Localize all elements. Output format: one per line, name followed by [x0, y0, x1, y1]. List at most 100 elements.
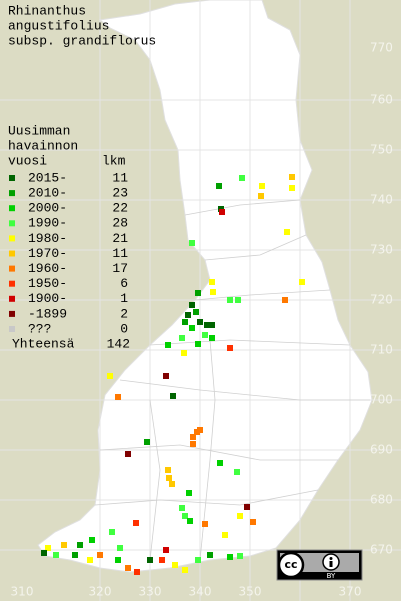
grid-label: 320	[89, 585, 112, 599]
legend-label: 1960-	[28, 261, 67, 276]
legend-label: ???	[28, 321, 51, 336]
observation	[61, 542, 67, 548]
grid-label: 340	[189, 585, 212, 599]
observation	[187, 518, 193, 524]
observation	[299, 279, 305, 285]
legend-label: 2015-	[28, 170, 67, 185]
legend-swatch	[9, 265, 15, 272]
observation	[289, 174, 295, 180]
title: Rhinanthus angustifolius subsp. grandifl…	[8, 3, 156, 48]
by-text: BY	[327, 572, 336, 580]
observation	[125, 565, 131, 571]
observation	[53, 552, 59, 558]
legend-header: vuosi	[8, 153, 47, 168]
legend-swatch	[9, 280, 15, 287]
observation	[190, 434, 196, 440]
observation	[117, 545, 123, 551]
grid-label: 370	[339, 585, 362, 599]
legend-swatch	[9, 326, 15, 332]
total-label: Yhteensä	[12, 337, 75, 352]
region-borders	[94, 199, 370, 561]
grid-label: 680	[370, 493, 393, 507]
observation	[189, 302, 195, 308]
observation	[217, 460, 223, 466]
observation	[169, 481, 175, 487]
legend-count: 2	[120, 306, 128, 321]
observation	[244, 504, 250, 510]
observation	[193, 309, 199, 315]
legend-header: havainnon	[8, 138, 78, 153]
legend-label: 1990-	[28, 216, 67, 231]
observation	[210, 289, 216, 295]
observation	[109, 529, 115, 535]
observations	[41, 174, 305, 575]
observation	[250, 519, 256, 525]
legend-count-header: lkm	[102, 153, 126, 168]
observation	[115, 557, 121, 563]
observation	[179, 505, 185, 511]
legend-label: 1900-	[28, 291, 67, 306]
legend-count: 11	[112, 246, 128, 261]
observation	[134, 569, 140, 575]
observation	[165, 342, 171, 348]
legend-count: 23	[112, 186, 128, 201]
grid-label: 740	[370, 193, 393, 207]
cc-text: cc	[284, 558, 297, 571]
observation	[166, 475, 172, 481]
cc-circle	[277, 551, 305, 579]
grid-label: 770	[370, 41, 393, 55]
observation	[190, 441, 196, 447]
observation	[195, 557, 201, 563]
observation	[125, 451, 131, 457]
legend: Uusimman havainnon vuosi lkm 2015- 11 2010…	[8, 123, 130, 351]
legend-header: Uusimman	[8, 123, 70, 138]
legend-label: 1950-	[28, 276, 67, 291]
observation	[189, 325, 195, 331]
observation	[159, 557, 165, 563]
observation	[181, 350, 187, 356]
legend-label: 2010-	[28, 186, 67, 201]
observation	[282, 297, 288, 303]
observation	[182, 567, 188, 573]
observation	[207, 552, 213, 558]
legend-label: 1970-	[28, 246, 67, 261]
observation	[202, 521, 208, 527]
by-head	[329, 557, 333, 560]
title-line: angustifolius	[8, 18, 109, 33]
observation	[239, 175, 245, 181]
grid-label: 750	[370, 143, 393, 157]
observation	[45, 545, 51, 551]
observation	[179, 335, 185, 341]
observation	[209, 322, 215, 328]
observation	[227, 345, 233, 351]
observation	[227, 554, 233, 560]
observation	[219, 209, 225, 215]
grid-label: 690	[370, 443, 393, 457]
observation	[97, 552, 103, 558]
observation	[202, 332, 208, 338]
observation	[182, 513, 188, 519]
observation	[209, 279, 215, 285]
legend-swatch	[9, 175, 15, 181]
grid-label: 730	[370, 243, 393, 257]
observation	[147, 557, 153, 563]
observation	[222, 532, 228, 538]
title-line: subsp. grandiflorus	[8, 33, 156, 48]
observation	[227, 297, 233, 303]
observation	[234, 469, 240, 475]
legend-count: 28	[112, 216, 128, 231]
grid-label: 760	[370, 93, 393, 107]
grid-label: 710	[370, 343, 393, 357]
legend-swatch	[9, 250, 15, 257]
legend-label: -1899	[28, 306, 67, 321]
observation	[189, 240, 195, 246]
observation	[237, 553, 243, 559]
observation	[289, 185, 295, 191]
title-line: Rhinanthus	[8, 3, 86, 18]
observation	[133, 520, 139, 526]
total-count: 142	[107, 337, 130, 352]
legend-count: 6	[120, 276, 128, 291]
observation	[185, 312, 191, 318]
